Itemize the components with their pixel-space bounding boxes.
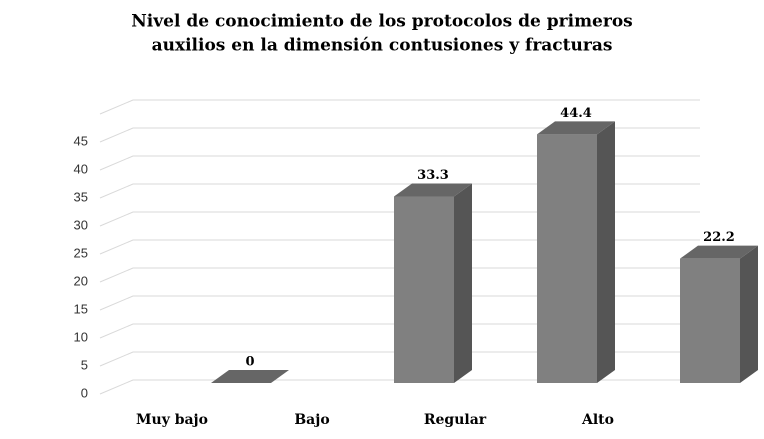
data-label: 44.4 [560,106,592,121]
bar-side [597,121,615,384]
grid-line [99,155,700,171]
bar-top [680,245,758,259]
y-tick-label: 10 [74,329,88,344]
grid-line [99,351,700,367]
bar-top [394,183,472,197]
bar-front [680,258,740,383]
bar-top [537,121,615,135]
plot-frame [99,99,700,115]
bar [680,245,758,383]
bar-side [740,245,758,383]
y-tick-label: 25 [74,245,88,260]
grid-line [99,295,700,311]
y-tick-label: 5 [81,357,88,372]
data-label: 33.3 [417,168,449,183]
x-tick-label: Bajo [294,412,329,428]
y-tick-label: 35 [74,189,88,204]
y-tick-label: 15 [74,301,88,316]
grid-line [99,267,700,283]
bar [394,183,472,383]
x-tick-label: Regular [424,412,487,428]
bar-side [454,183,472,383]
x-tick-label: Alto [581,412,614,428]
grid-line [99,323,700,339]
y-tick-label: 0 [81,385,88,400]
y-tick-label: 20 [74,273,88,288]
bar-top [211,370,289,383]
y-tick-label: 40 [74,161,88,176]
grid-line [99,127,700,143]
grid-line [99,239,700,255]
grid-line [99,211,700,227]
x-tick-label: Muy bajo [136,412,208,428]
data-label: 22.2 [703,230,735,245]
chart-title: Nivel de conocimiento de los protocolos … [131,12,632,32]
bar [537,121,615,384]
chart-title: auxilios en la dimensión contusiones y f… [152,36,613,56]
y-tick-label: 30 [74,217,88,232]
grid-line [99,183,700,199]
bar-front [394,196,454,383]
y-tick-label: 45 [74,133,88,148]
grid-line [99,379,700,395]
bar [211,370,289,383]
bar-front [537,134,597,383]
data-label: 0 [245,355,254,370]
